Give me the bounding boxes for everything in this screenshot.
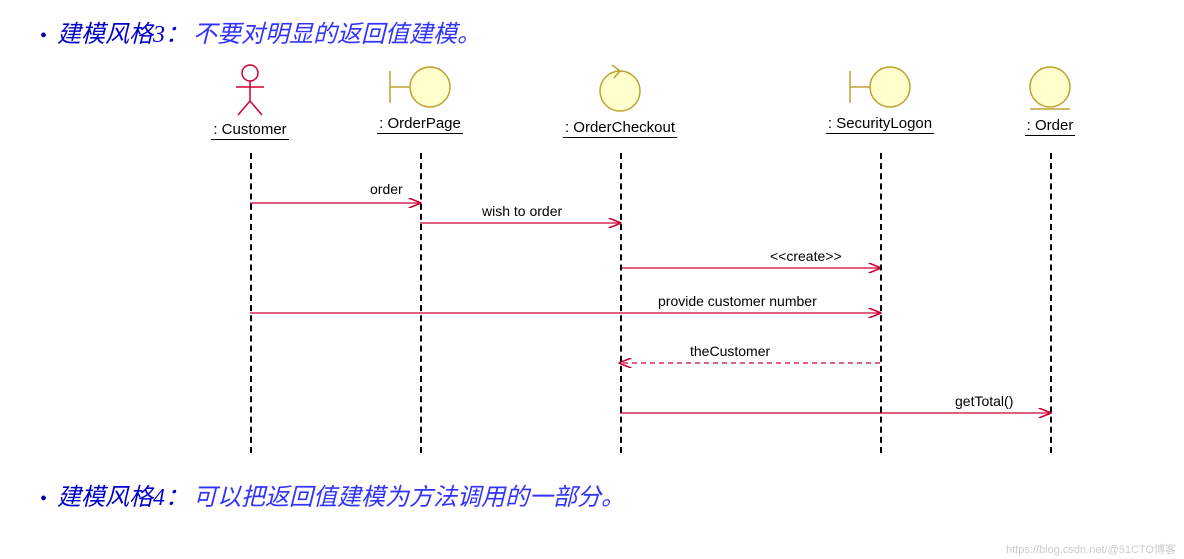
lifeline-order: : Order	[990, 63, 1110, 136]
bullet-label-top: 建模风格3：	[57, 22, 189, 48]
sequence-diagram: : Customer : OrderPage : OrderCheckout :…	[50, 53, 1150, 473]
lifeline-label: : OrderCheckout	[563, 119, 677, 138]
bullet-label-bottom: 建模风格4：	[57, 485, 189, 511]
boundary-icon	[384, 63, 456, 111]
message-label: <<create>>	[770, 248, 842, 264]
message-label: wish to order	[482, 203, 562, 219]
boundary-icon	[844, 63, 916, 111]
lifeline-label: : Customer	[211, 121, 288, 140]
message-label: order	[370, 181, 403, 197]
watermark: https://blog.csdn.net/@51CTO博客	[1006, 541, 1176, 557]
bullet-dot: •	[40, 25, 47, 48]
bullet-line-top: • 建模风格3： 不要对明显的返回值建模。	[40, 14, 1164, 49]
lifeline-ordercheckout: : OrderCheckout	[560, 63, 680, 138]
lifeline-line-order	[1050, 153, 1052, 453]
bullet-dot: •	[40, 488, 47, 511]
lifeline-line-customer	[250, 153, 252, 453]
message-label: getTotal()	[955, 393, 1013, 409]
lifeline-securitylogon: : SecurityLogon	[820, 63, 940, 134]
actor-icon	[230, 63, 270, 117]
lifeline-label: : SecurityLogon	[826, 115, 934, 134]
control-icon	[594, 63, 646, 115]
lifeline-label: : OrderPage	[377, 115, 463, 134]
lifeline-customer: : Customer	[190, 63, 310, 140]
lifeline-line-securitylogon	[880, 153, 882, 453]
message-label: provide customer number	[658, 293, 817, 309]
bullet-line-bottom: • 建模风格4： 可以把返回值建模为方法调用的一部分。	[40, 477, 1164, 512]
message-label: theCustomer	[690, 343, 770, 359]
lifeline-orderpage: : OrderPage	[360, 63, 480, 134]
lifeline-line-orderpage	[420, 153, 422, 453]
lifeline-label: : Order	[1025, 117, 1076, 136]
bullet-text-bottom: 可以把返回值建模为方法调用的一部分。	[193, 485, 625, 511]
lifeline-line-ordercheckout	[620, 153, 622, 453]
entity-icon	[1026, 63, 1074, 113]
bullet-text-top: 不要对明显的返回值建模。	[193, 22, 481, 48]
